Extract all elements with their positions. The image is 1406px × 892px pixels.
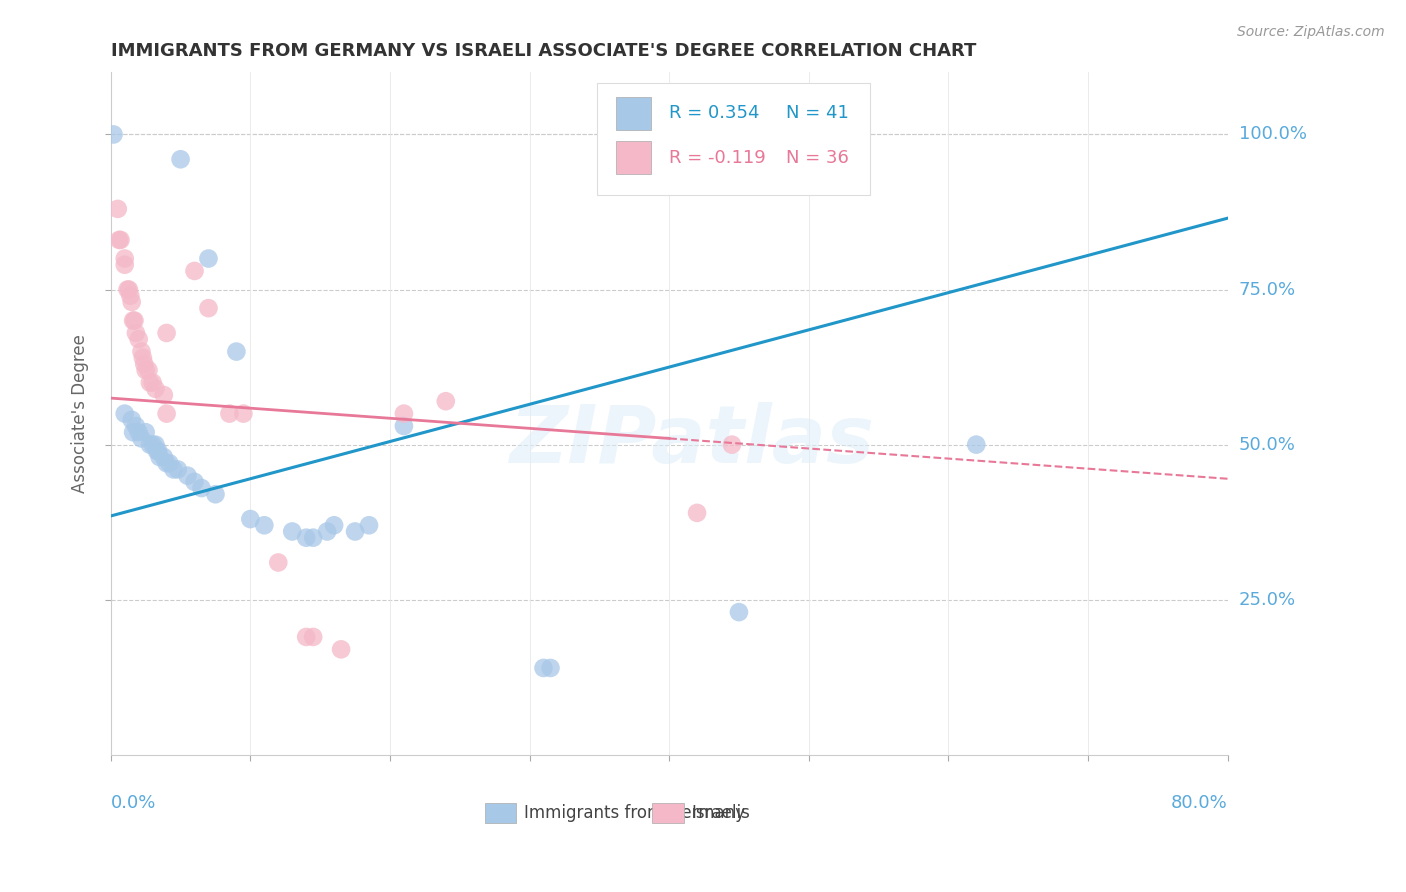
Point <box>197 252 219 266</box>
Text: IMMIGRANTS FROM GERMANY VS ISRAELI ASSOCIATE'S DEGREE CORRELATION CHART: IMMIGRANTS FROM GERMANY VS ISRAELI ASSOC… <box>111 42 976 60</box>
Point <box>357 518 380 533</box>
Point <box>686 506 709 520</box>
Point <box>533 661 555 675</box>
FancyBboxPatch shape <box>616 97 651 129</box>
Point <box>157 456 180 470</box>
Point <box>434 394 457 409</box>
Point <box>134 357 156 371</box>
Point <box>103 128 125 142</box>
Point <box>540 661 562 675</box>
Point <box>728 605 751 619</box>
Point <box>114 407 136 421</box>
Point <box>218 407 240 421</box>
Text: R = -0.119: R = -0.119 <box>669 149 766 167</box>
Point <box>145 437 167 451</box>
Point <box>132 351 155 365</box>
Point <box>125 326 148 340</box>
Point <box>145 382 167 396</box>
Point <box>302 531 325 545</box>
Point <box>131 344 153 359</box>
Point <box>122 425 145 440</box>
Point <box>392 419 415 434</box>
Point <box>155 456 177 470</box>
Text: 0.0%: 0.0% <box>111 794 156 812</box>
Point <box>253 518 276 533</box>
Point <box>122 313 145 327</box>
Point <box>225 344 247 359</box>
Point <box>148 443 170 458</box>
Point <box>155 407 177 421</box>
Point <box>316 524 339 539</box>
Text: Immigrants from Germany: Immigrants from Germany <box>524 804 745 822</box>
Point <box>1244 170 1267 185</box>
Text: R = 0.354: R = 0.354 <box>669 104 759 122</box>
Text: N = 36: N = 36 <box>786 149 849 167</box>
Point <box>142 376 165 390</box>
Point <box>392 407 415 421</box>
Point <box>120 289 142 303</box>
Point <box>166 462 188 476</box>
Point <box>139 376 162 390</box>
Point <box>121 295 143 310</box>
Text: 100.0%: 100.0% <box>1239 126 1306 144</box>
Point <box>121 413 143 427</box>
Point <box>139 437 162 451</box>
Text: Source: ZipAtlas.com: Source: ZipAtlas.com <box>1237 25 1385 39</box>
Point <box>114 258 136 272</box>
Point <box>183 264 205 278</box>
Point <box>108 233 131 247</box>
Text: 25.0%: 25.0% <box>1239 591 1296 608</box>
Point <box>124 313 146 327</box>
Point <box>142 437 165 451</box>
Point <box>155 326 177 340</box>
Point <box>117 283 139 297</box>
FancyBboxPatch shape <box>616 141 651 174</box>
Point <box>149 450 172 464</box>
Point <box>183 475 205 489</box>
Point <box>138 363 160 377</box>
Point <box>128 425 150 440</box>
Point <box>114 252 136 266</box>
Text: ZIPatlas: ZIPatlas <box>509 402 875 480</box>
Y-axis label: Associate's Degree: Associate's Degree <box>72 334 89 493</box>
Point <box>153 388 176 402</box>
Point <box>330 642 353 657</box>
Point <box>169 153 191 167</box>
Point <box>125 419 148 434</box>
Point <box>281 524 304 539</box>
Point <box>131 432 153 446</box>
FancyBboxPatch shape <box>596 83 870 195</box>
Point <box>232 407 254 421</box>
Point <box>295 531 318 545</box>
Text: 75.0%: 75.0% <box>1239 281 1296 299</box>
Point <box>176 468 198 483</box>
Point <box>344 524 367 539</box>
Point <box>190 481 212 495</box>
Point <box>128 332 150 346</box>
Point <box>204 487 226 501</box>
FancyBboxPatch shape <box>652 803 683 823</box>
Text: 80.0%: 80.0% <box>1171 794 1227 812</box>
Point <box>135 425 157 440</box>
Point <box>146 443 169 458</box>
Text: Israelis: Israelis <box>692 804 751 822</box>
Point <box>197 301 219 315</box>
FancyBboxPatch shape <box>485 803 516 823</box>
Point <box>135 363 157 377</box>
Point <box>323 518 346 533</box>
Point <box>267 556 290 570</box>
Point <box>107 202 129 216</box>
Point <box>162 462 184 476</box>
Point <box>239 512 262 526</box>
Text: 50.0%: 50.0% <box>1239 435 1295 454</box>
Point <box>721 437 744 451</box>
Point <box>295 630 318 644</box>
Point <box>110 233 132 247</box>
Text: N = 41: N = 41 <box>786 104 849 122</box>
Point <box>118 283 141 297</box>
Point <box>153 450 176 464</box>
Point <box>302 630 325 644</box>
Point <box>965 437 987 451</box>
